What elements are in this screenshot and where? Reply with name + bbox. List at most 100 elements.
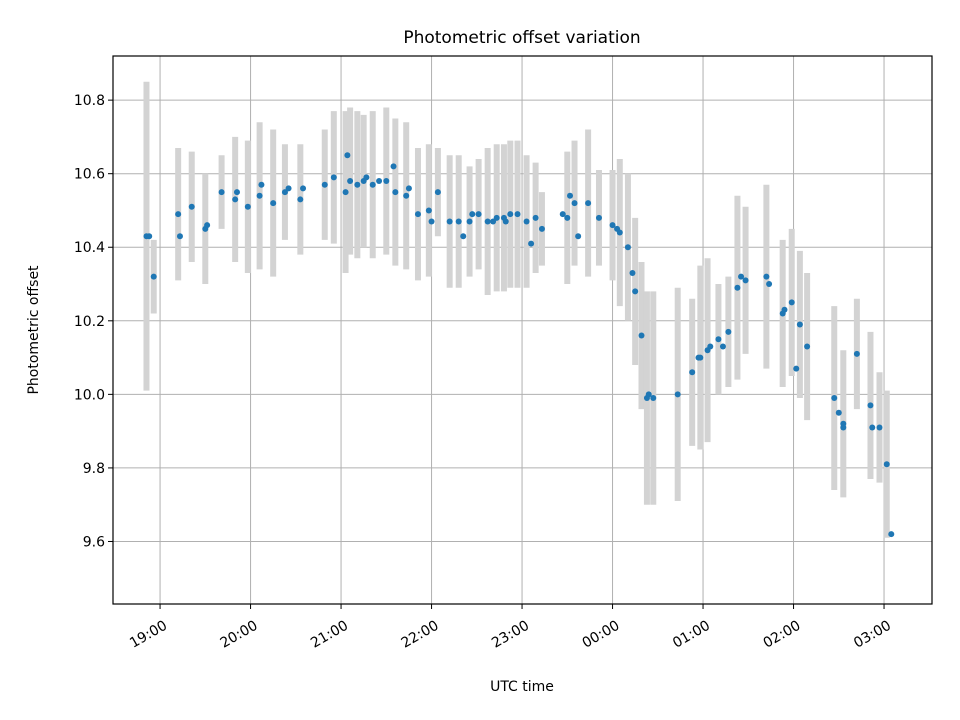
data-point (376, 178, 383, 185)
data-point (363, 174, 370, 181)
y-tick-label: 10.8 (74, 93, 105, 109)
data-point (414, 211, 421, 218)
data-point (609, 222, 616, 229)
data-point (853, 350, 860, 357)
data-point (707, 343, 714, 350)
data-point (781, 306, 788, 313)
data-point (835, 409, 842, 416)
data-point (632, 288, 639, 295)
data-point (738, 273, 745, 280)
data-point (475, 211, 482, 218)
data-point (793, 365, 800, 372)
data-point (742, 277, 749, 284)
data-point (715, 336, 722, 343)
y-tick-label: 10.4 (74, 240, 105, 256)
data-point (233, 189, 240, 196)
y-tick-label: 10.0 (74, 387, 105, 403)
data-point (176, 233, 183, 240)
data-point (883, 461, 890, 468)
data-point (256, 192, 263, 199)
chart-title: Photometric offset variation (403, 28, 640, 48)
data-point (232, 196, 239, 203)
data-point (629, 269, 636, 276)
grid (113, 56, 932, 604)
data-point (403, 192, 410, 199)
data-point (244, 203, 251, 210)
data-point (342, 189, 349, 196)
data-point (804, 343, 811, 350)
data-point (888, 531, 895, 538)
x-axis-label: UTC time (490, 679, 554, 695)
data-point (585, 200, 592, 207)
data-point (532, 214, 539, 221)
data-point (538, 225, 545, 232)
data-point (567, 192, 574, 199)
data-point (645, 391, 652, 398)
data-point (614, 225, 621, 232)
data-point (218, 189, 225, 196)
data-point (507, 211, 514, 218)
data-point (796, 321, 803, 328)
data-point (297, 196, 304, 203)
data-point (354, 181, 361, 188)
data-point (869, 424, 876, 431)
data-point (523, 218, 530, 225)
data-point (650, 395, 657, 402)
data-point (689, 369, 696, 376)
data-point (638, 332, 645, 339)
data-point (300, 185, 307, 192)
data-point (575, 233, 582, 240)
data-point (405, 185, 412, 192)
data-point (392, 189, 399, 196)
data-point (466, 218, 473, 225)
data-point (734, 284, 741, 291)
y-tick-label: 10.6 (74, 167, 105, 183)
data-point (204, 222, 211, 229)
data-point (188, 203, 195, 210)
data-point (434, 189, 441, 196)
data-point (867, 402, 874, 409)
data-point (285, 185, 292, 192)
data-point (595, 214, 602, 221)
data-point (514, 211, 521, 218)
y-tick-label: 10.2 (74, 314, 105, 330)
data-point (674, 391, 681, 398)
data-point (725, 328, 732, 335)
data-point (383, 178, 390, 185)
data-points (143, 152, 895, 538)
data-point (344, 152, 351, 159)
y-axis-label: Photometric offset (26, 265, 42, 395)
data-point (502, 218, 509, 225)
data-point (763, 273, 770, 280)
data-point (390, 163, 397, 170)
data-point (528, 240, 535, 247)
data-point (766, 281, 773, 288)
data-point (876, 424, 883, 431)
data-point (428, 218, 435, 225)
data-point (150, 273, 157, 280)
data-point (788, 299, 795, 306)
y-tick-label: 9.8 (83, 461, 105, 477)
data-point (695, 354, 702, 361)
data-point (831, 395, 838, 402)
data-point (455, 218, 462, 225)
data-point (369, 181, 376, 188)
data-point (330, 174, 337, 181)
data-point (840, 424, 847, 431)
data-point (624, 244, 631, 251)
data-point (281, 189, 288, 196)
data-point (564, 214, 571, 221)
data-point (175, 211, 182, 218)
data-point (460, 233, 467, 240)
data-point (484, 218, 491, 225)
data-point (425, 207, 432, 214)
data-point (270, 200, 277, 207)
data-point (469, 211, 476, 218)
y-tick-label: 9.6 (83, 534, 105, 550)
data-point (146, 233, 153, 240)
data-point (347, 178, 354, 185)
data-point (446, 218, 453, 225)
data-point (258, 181, 265, 188)
data-point (571, 200, 578, 207)
